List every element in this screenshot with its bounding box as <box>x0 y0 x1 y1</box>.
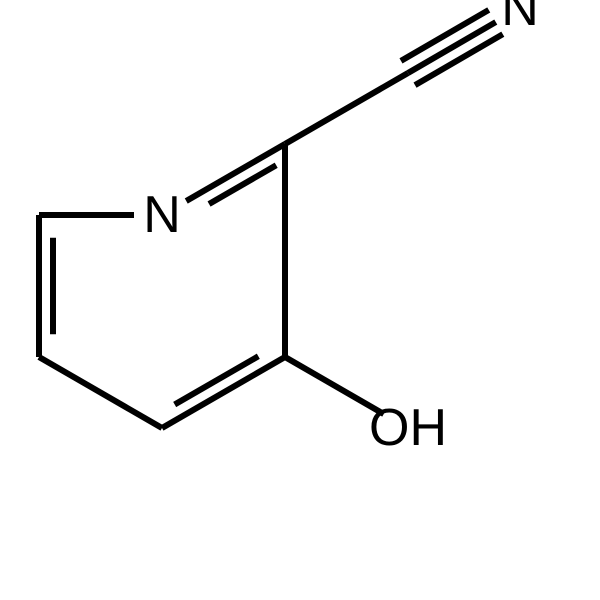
atom-label-N_ring: N <box>143 186 181 244</box>
molecule-canvas: N N OH <box>0 0 600 600</box>
bond-line <box>285 73 408 144</box>
bond-line <box>162 357 285 428</box>
bond-line <box>186 144 285 201</box>
atom-label-N_cn: N <box>501 0 539 37</box>
atom-label-O_h: OH <box>369 399 447 457</box>
bond-line <box>39 357 162 428</box>
